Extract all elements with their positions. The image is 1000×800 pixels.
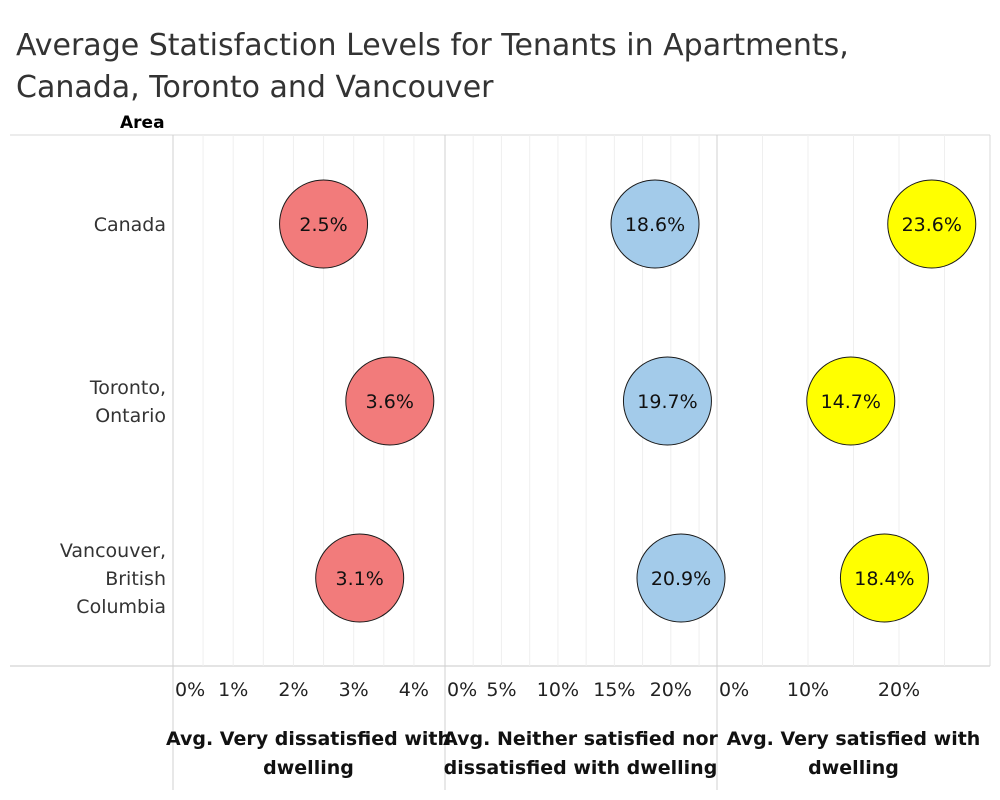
tick-label: 3% <box>339 679 369 701</box>
bubble-value-label: 20.9% <box>651 568 711 590</box>
tick-label: 0% <box>719 679 749 701</box>
tick-label: 2% <box>278 679 308 701</box>
bubble <box>279 179 369 269</box>
bubble-value-label: 18.4% <box>854 568 914 590</box>
bubble <box>839 533 929 623</box>
tick-label: 0% <box>175 679 205 701</box>
row-label-line: British <box>105 568 166 590</box>
panel-title-line: Avg. Very dissatisfied with <box>166 728 451 750</box>
bubble-value-label: 2.5% <box>299 214 347 236</box>
row-label-line: Toronto, <box>89 377 166 399</box>
bubble-value-label: 18.6% <box>625 214 685 236</box>
row-label: Canada <box>94 214 166 236</box>
panel-title: Avg. Neither satisfied nor dissatisfied w… <box>443 728 718 779</box>
panel-title-line: Avg. Neither satisfied nor <box>443 728 718 750</box>
bubble-value-label: 14.7% <box>821 391 881 413</box>
bubble-value-label: 19.7% <box>637 391 697 413</box>
tick-label: 20% <box>878 679 920 701</box>
panel-title: Avg. Very satisfied with dwelling <box>727 728 981 779</box>
tick-labels: 0% 1% 2% 3% 4% 0% 5% 10% 15% 20% 0% 10% 20% <box>175 679 920 701</box>
row-label-line: Columbia <box>76 596 166 618</box>
tick-label: 10% <box>787 679 829 701</box>
chart-title-line-2: Canada, Toronto and Vancouver <box>16 70 494 105</box>
panel-title: Avg. Very dissatisfied with dwelling <box>166 728 451 779</box>
panel-title-line: dwelling <box>263 757 354 779</box>
tick-label: 5% <box>486 679 516 701</box>
tick-label: 10% <box>537 679 579 701</box>
chart-frame <box>10 134 991 790</box>
bubble <box>887 179 977 269</box>
row-labels: Canada Toronto, Ontario Vancouver, British Co… <box>60 214 166 618</box>
tick-label: 15% <box>593 679 635 701</box>
bubble-value-label: 3.1% <box>336 568 384 590</box>
bubble-value-label: 3.6% <box>366 391 414 413</box>
bubble <box>806 356 896 446</box>
bubble <box>345 356 435 446</box>
row-label-line: Canada <box>94 214 166 236</box>
row-label-line: Vancouver, <box>60 540 166 562</box>
bubble <box>610 179 700 269</box>
chart-title-line-1: Average Statisfaction Levels for Tenants… <box>16 28 849 63</box>
panel-title-line: dwelling <box>808 757 899 779</box>
bubble-value-label: 23.6% <box>902 214 962 236</box>
bubbles: 2.5% 3.6% 3.1% 18.6% 19.7% 20.9% 23.6% 14.7% 18.… <box>279 179 977 623</box>
bubble <box>315 533 405 623</box>
tick-label: 1% <box>218 679 248 701</box>
tick-label: 0% <box>447 679 477 701</box>
row-header: Area <box>120 113 165 133</box>
tick-label: 4% <box>399 679 429 701</box>
bubble <box>636 533 726 623</box>
tick-label: 20% <box>650 679 692 701</box>
panel-title-line: Avg. Very satisfied with <box>727 728 981 750</box>
panel-titles: Avg. Very dissatisfied with dwellingAvg. … <box>166 728 980 779</box>
bubble <box>622 356 712 446</box>
panel-title-line: dissatisfied with dwelling <box>444 757 718 779</box>
chart-title: Average Statisfaction Levels for Tenants… <box>16 28 849 105</box>
row-label-line: Ontario <box>95 405 166 427</box>
row-label: Toronto, Ontario <box>89 377 166 427</box>
row-label: Vancouver, British Columbia <box>60 540 166 618</box>
